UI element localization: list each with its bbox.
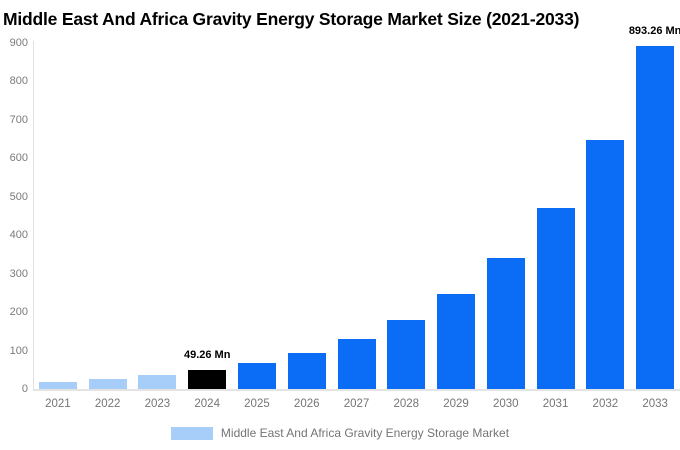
y-axis-tick-label-100: 100 (9, 344, 28, 357)
bar-value-label-2033: 893.26 Mn (628, 24, 680, 37)
bar-value-label-2024: 49.26 Mn (183, 349, 231, 362)
x-axis-label-2024: 2024 (194, 398, 220, 410)
bar-2032 (586, 139, 625, 389)
bar-2028 (387, 320, 426, 389)
chart-title: Middle East And Africa Gravity Energy St… (3, 9, 580, 29)
x-axis-label-2025: 2025 (244, 398, 270, 410)
bar-2021 (38, 381, 77, 389)
bar-2023 (138, 375, 177, 389)
y-axis-tick-label-500: 500 (9, 190, 28, 203)
bar-2030 (486, 258, 525, 389)
y-axis-tick-label-700: 700 (9, 113, 28, 126)
y-axis-line (33, 41, 34, 389)
bar-2024 (188, 370, 227, 389)
x-axis-label-2023: 2023 (144, 398, 171, 410)
y-axis-tick-label-800: 800 (9, 75, 28, 88)
bar-2022 (88, 379, 127, 389)
legend-label: Middle East And Africa Gravity Energy St… (220, 426, 510, 440)
x-axis-label-2031: 2031 (542, 398, 569, 410)
legend: Middle East And Africa Gravity Energy St… (0, 426, 680, 440)
y-axis-tick-label-300: 300 (9, 267, 28, 280)
x-axis-line (33, 389, 680, 391)
x-axis-label-2022: 2022 (94, 398, 121, 410)
x-axis-label-2027: 2027 (343, 398, 370, 410)
bar-2033 (636, 45, 675, 389)
y-axis-tick-label-200: 200 (9, 306, 28, 319)
y-axis-tick-label-400: 400 (9, 229, 28, 242)
bar-2027 (337, 339, 376, 389)
x-axis-label-2032: 2032 (592, 398, 619, 410)
legend-swatch (170, 426, 213, 440)
y-axis-tick-label-900: 900 (9, 37, 28, 49)
x-axis-label-2026: 2026 (293, 398, 320, 410)
x-axis-label-2033: 2033 (642, 398, 668, 410)
bar-2031 (536, 208, 575, 389)
y-axis-tick-label-600: 600 (9, 152, 28, 165)
bar-2026 (287, 352, 326, 389)
x-axis-label-2028: 2028 (393, 398, 420, 410)
x-axis-label-2030: 2030 (493, 398, 519, 410)
x-axis-label-2021: 2021 (45, 398, 71, 410)
bar-2025 (237, 362, 276, 389)
bar-2029 (437, 294, 476, 389)
x-axis-label-2029: 2029 (443, 398, 469, 410)
y-axis-tick-label-0: 0 (21, 383, 28, 395)
